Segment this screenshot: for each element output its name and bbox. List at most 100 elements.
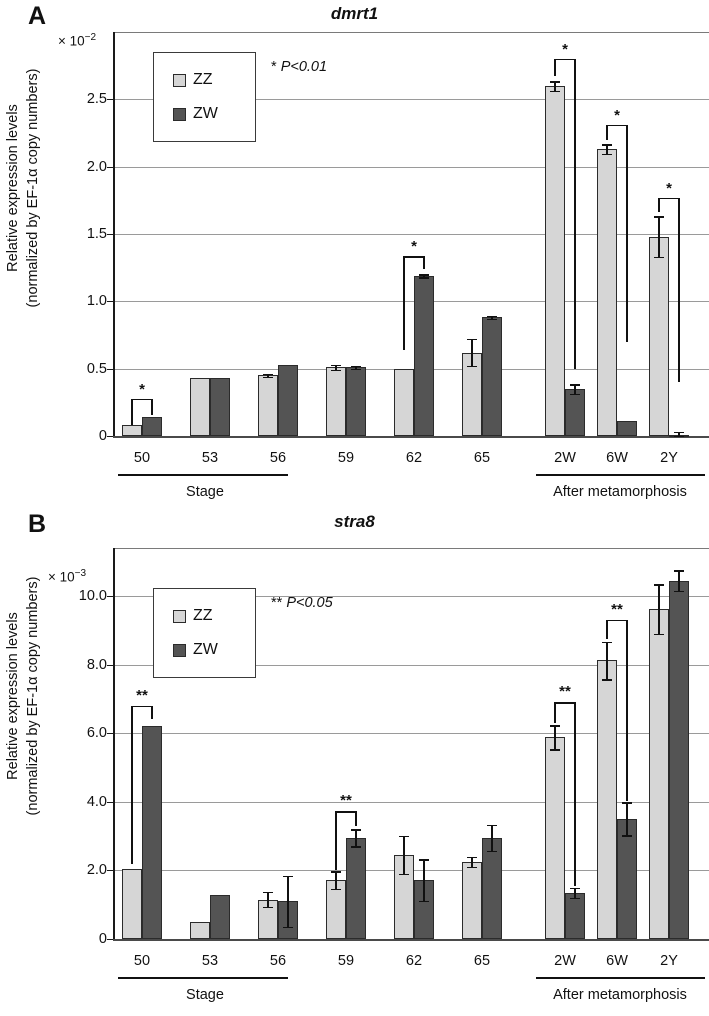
bar-zw-50 xyxy=(142,726,162,939)
significance-bracket-stem xyxy=(131,398,133,425)
significance-bracket-top xyxy=(404,256,424,258)
error-bar-cap xyxy=(399,836,409,838)
significance-marker: ** xyxy=(559,683,571,701)
y-axis-tick-mark xyxy=(107,939,113,940)
significance-bracket-top xyxy=(555,58,575,61)
bar-zz-56 xyxy=(258,375,278,436)
significance-bracket-stem xyxy=(355,811,357,827)
error-bar xyxy=(471,856,473,867)
gridline xyxy=(113,801,709,803)
gridline xyxy=(113,166,709,168)
x-axis-tick-label-50: 50 xyxy=(133,953,151,969)
error-bar xyxy=(678,431,680,436)
gridline xyxy=(113,733,709,735)
x-axis-group-rule xyxy=(118,977,288,979)
y-axis-tick-label: 10.0 xyxy=(78,588,107,605)
error-bar-cap xyxy=(570,897,580,900)
bar-zz-2Y xyxy=(649,236,669,436)
x-axis-tick-label-6W: 6W xyxy=(606,953,628,969)
error-bar-cap xyxy=(351,365,361,368)
panel-a-y-exponent: × 10−2 xyxy=(58,32,96,49)
error-bar-cap xyxy=(487,824,497,827)
x-axis-tick-label-65: 65 xyxy=(473,450,491,466)
error-bar-cap xyxy=(419,859,429,861)
panel-b-y-exponent-power: −3 xyxy=(74,568,87,579)
error-bar-cap xyxy=(283,875,293,877)
error-bar-cap xyxy=(550,81,560,83)
error-bar-cap xyxy=(399,873,409,876)
bar-zz-2W xyxy=(545,85,565,436)
error-bar-cap xyxy=(351,829,361,831)
y-axis-tick-label: 2.0 xyxy=(86,862,107,879)
error-bar xyxy=(355,365,357,369)
panel-b-y-axis-label: Relative expression levels (normalized b… xyxy=(3,531,43,861)
panel-a-letter: A xyxy=(28,2,47,30)
x-axis-tick-label-56: 56 xyxy=(269,953,287,969)
error-bar xyxy=(606,144,608,154)
error-bar-cap xyxy=(550,725,560,727)
significance-bracket-stem xyxy=(626,124,628,342)
y-axis-tick-mark xyxy=(107,801,113,803)
significance-bracket-top xyxy=(132,705,152,708)
legend-swatch-zw-icon xyxy=(173,643,186,657)
error-bar-cap xyxy=(674,590,684,593)
error-bar-cap xyxy=(419,900,429,902)
panel-a-significance-marker: * xyxy=(271,59,277,75)
bar-zw-62 xyxy=(414,275,434,436)
panel-b-legend-label-zw: ZW xyxy=(193,641,218,658)
error-bar xyxy=(574,384,576,394)
error-bar-cap xyxy=(263,373,273,376)
significance-marker: * xyxy=(411,238,417,256)
error-bar-cap xyxy=(283,926,293,929)
significance-bracket-stem xyxy=(554,702,556,723)
error-bar-cap xyxy=(467,856,477,859)
y-axis-line xyxy=(113,548,115,941)
bar-zw-6W xyxy=(617,421,637,436)
panel-a: A dmrt1 Relative expression levels (norm… xyxy=(5,2,709,500)
y-axis-tick-label: 4.0 xyxy=(86,793,107,810)
error-bar-cap xyxy=(419,274,429,276)
x-axis-tick-label-56: 56 xyxy=(269,450,287,466)
significance-bracket-stem xyxy=(626,620,628,802)
y-axis-tick-label: 1.0 xyxy=(86,293,107,310)
significance-bracket-stem xyxy=(606,620,608,639)
x-axis-group-label: Stage xyxy=(186,987,224,1003)
y-axis-tick-mark xyxy=(107,870,113,872)
significance-bracket-top xyxy=(132,398,152,401)
error-bar xyxy=(678,570,680,591)
error-bar-cap xyxy=(331,364,341,367)
error-bar-cap xyxy=(351,368,361,371)
x-axis-tick-label-59: 59 xyxy=(337,450,355,466)
panel-b-significance-text: P<0.05 xyxy=(286,595,333,611)
panel-b-y-exponent-prefix: × 10 xyxy=(48,569,75,585)
panel-b: B stra8 Relative expression levels (norm… xyxy=(0,508,709,1016)
significance-bracket-stem xyxy=(574,702,576,886)
error-bar xyxy=(574,887,576,898)
panel-b-legend-item-zz: ZZ xyxy=(173,607,213,625)
panel-a-y-exponent-power: −2 xyxy=(84,32,97,43)
y-axis-tick-label: 8.0 xyxy=(86,656,107,673)
x-axis-tick-label-59: 59 xyxy=(337,953,355,969)
significance-bracket-stem xyxy=(606,124,608,140)
error-bar xyxy=(335,871,337,889)
panel-b-title: stra8 xyxy=(334,512,375,531)
error-bar-cap xyxy=(602,153,612,156)
panel-b-legend-item-zw: ZW xyxy=(173,641,218,659)
bar-zw-65 xyxy=(482,837,502,939)
x-axis-tick-label-2Y: 2Y xyxy=(660,953,678,969)
panel-a-y-axis-label-line1: Relative expression levels xyxy=(5,104,21,272)
significance-marker: * xyxy=(614,106,620,124)
y-axis-tick-mark xyxy=(107,166,113,168)
gridline xyxy=(113,301,709,303)
significance-marker: ** xyxy=(340,792,352,810)
bar-zz-6W xyxy=(597,149,617,436)
x-axis-group-label: After metamorphosis xyxy=(553,987,687,1003)
error-bar-cap xyxy=(602,641,612,644)
y-axis-tick-label: 0.5 xyxy=(86,360,107,377)
panel-b-letter: B xyxy=(28,510,47,538)
x-axis-tick-label-6W: 6W xyxy=(606,450,628,466)
panel-b-plot-area: 0 2.0 4.0 6.0 8.0 10.0 ** ** ** ** xyxy=(79,548,709,947)
bar-zz-2W xyxy=(545,737,565,939)
significance-bracket-stem xyxy=(151,398,153,416)
bar-zw-65 xyxy=(482,317,502,436)
